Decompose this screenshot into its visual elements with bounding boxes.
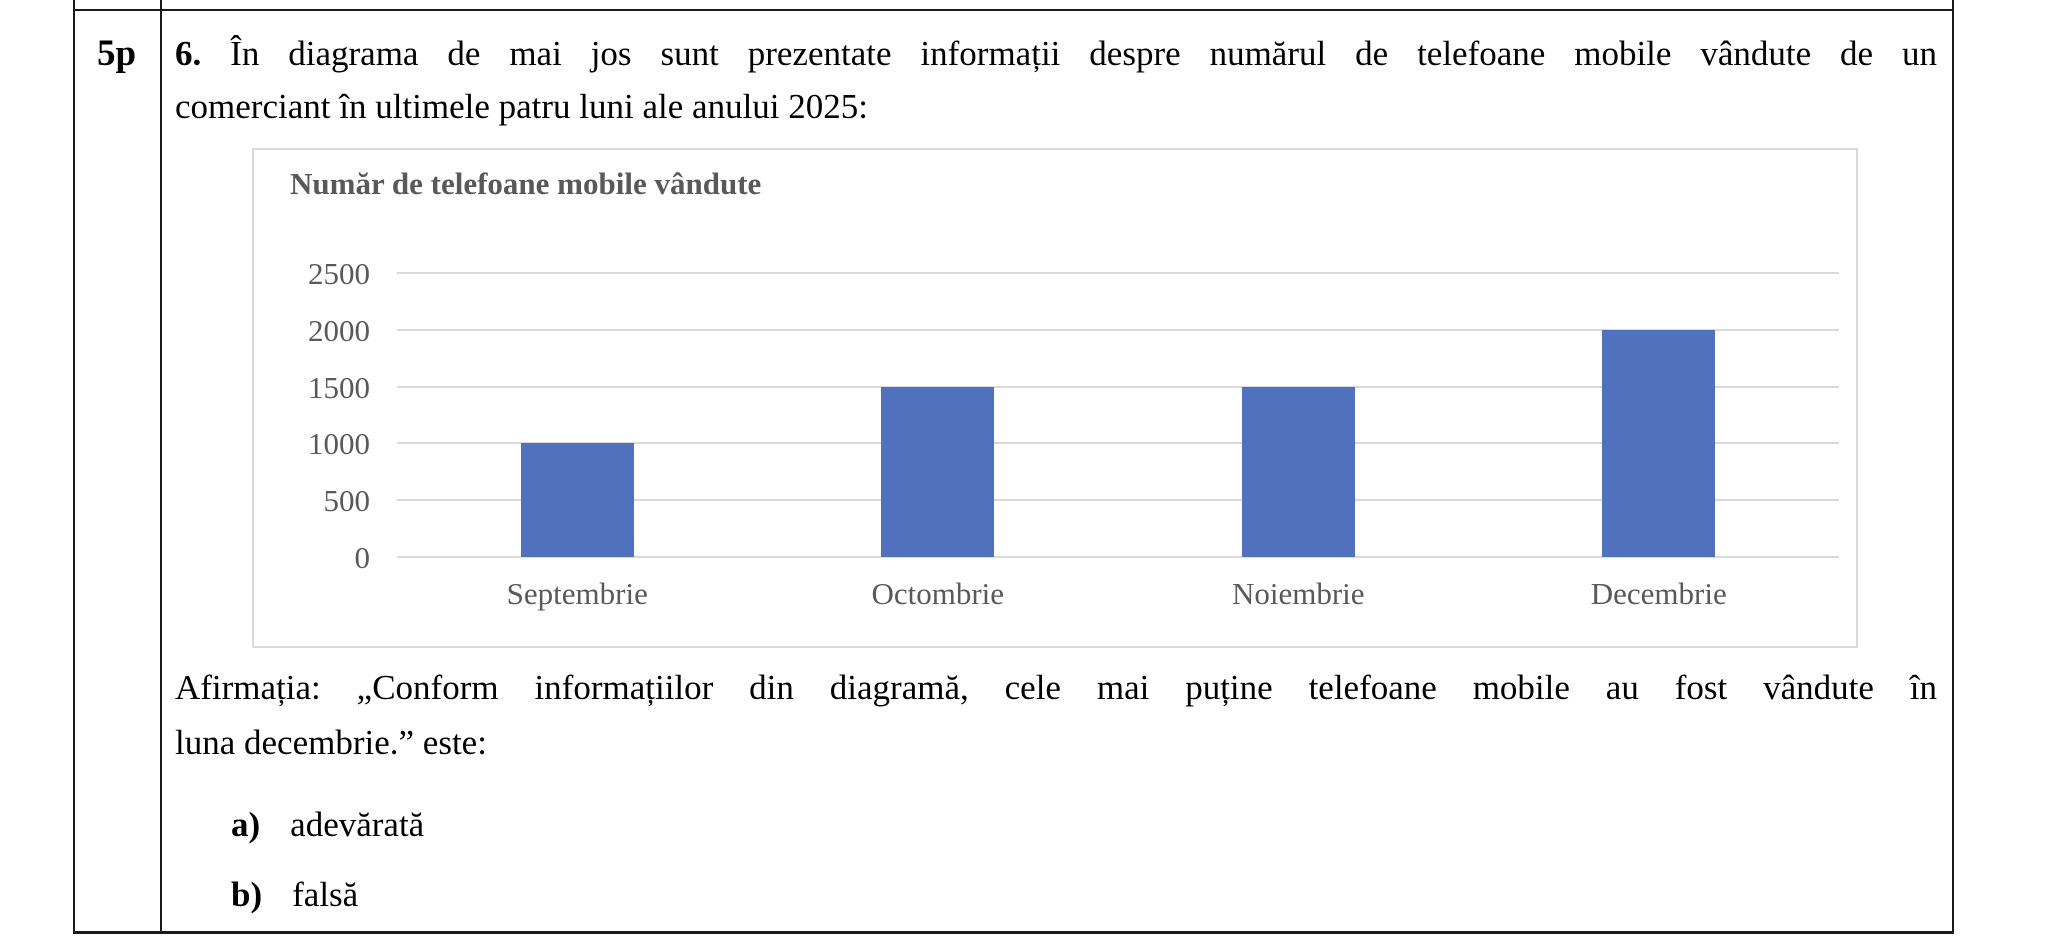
x-axis-category-label: Septembrie	[506, 576, 648, 611]
chart-frame: Număr de telefoane mobile vândute 0 500 10…	[252, 148, 1858, 648]
y-axis-tick-label: 500	[323, 483, 371, 519]
table-top-border	[73, 9, 1954, 11]
question-number: 6.	[175, 34, 202, 73]
x-axis-category-label: Noiembrie	[1231, 576, 1365, 611]
question-line-1: 6. În diagrama de mai jos sunt prezentat…	[175, 27, 1937, 80]
statement-line-2: luna decembrie.” este:	[175, 723, 487, 762]
option-a-label: adevărată	[290, 805, 425, 844]
option-b-key: b)	[231, 875, 263, 914]
option-b: b) falsă	[231, 870, 358, 920]
y-axis-tick-label: 2500	[308, 256, 370, 291]
chart-bar	[520, 443, 634, 557]
option-a: a) adevărată	[231, 800, 424, 850]
chart-title: Număr de telefoane mobile vândute	[290, 166, 762, 201]
question-text-1: În diagrama de mai jos sunt prezentate i…	[230, 34, 1938, 73]
option-a-key: a)	[231, 805, 261, 844]
chart-gridline	[397, 272, 1839, 274]
points-cell: 5p	[73, 10, 160, 90]
y-axis-tick-label: 2000	[308, 312, 370, 348]
question-line-2: comerciant în ultimele patru luni ale an…	[175, 87, 868, 126]
y-axis-tick-label: 0	[354, 540, 371, 575]
table-right-border	[1952, 0, 1954, 934]
chart-bar	[881, 386, 995, 557]
table-left-border	[73, 0, 75, 934]
option-b-label: falsă	[292, 875, 359, 914]
chart-bar	[1602, 329, 1716, 557]
statement-line-1: Afirmația: „Conform informațiilor din di…	[175, 668, 1937, 707]
y-axis-tick-label: 1500	[308, 369, 370, 405]
x-axis-category-label: Octombrie	[871, 576, 1005, 611]
chart-gridline	[397, 556, 1839, 558]
chart-gridline	[397, 499, 1839, 502]
chart-gridline	[397, 328, 1839, 331]
table-bottom-border	[73, 931, 1954, 934]
chart-gridline	[397, 385, 1839, 388]
points-label: 5p	[96, 33, 137, 74]
table-column-separator	[160, 0, 162, 934]
x-axis-category-label: Decembrie	[1590, 576, 1727, 611]
chart-gridline	[397, 442, 1839, 445]
chart-plot-area: 0 500 1000 1500 2000 2500 Septembrie Octombrie N…	[254, 150, 1856, 646]
chart-bar	[1241, 386, 1355, 557]
y-axis-tick-label: 1000	[308, 426, 370, 462]
